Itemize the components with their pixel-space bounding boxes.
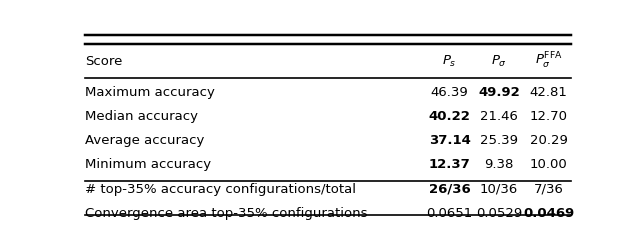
Text: $P_s$: $P_s$ xyxy=(442,54,457,69)
Text: 42.81: 42.81 xyxy=(530,86,568,99)
Text: 12.70: 12.70 xyxy=(530,110,568,123)
Text: 20.29: 20.29 xyxy=(530,134,568,147)
Text: 26/36: 26/36 xyxy=(429,183,470,196)
Text: 10/36: 10/36 xyxy=(480,183,518,196)
Text: 46.39: 46.39 xyxy=(431,86,468,99)
Text: $P_{\sigma}^{\mathrm{FFA}}$: $P_{\sigma}^{\mathrm{FFA}}$ xyxy=(535,51,563,71)
Text: Minimum accuracy: Minimum accuracy xyxy=(85,158,211,171)
Text: 10.00: 10.00 xyxy=(530,158,568,171)
Text: 21.46: 21.46 xyxy=(480,110,518,123)
Text: Median accuracy: Median accuracy xyxy=(85,110,198,123)
Text: 9.38: 9.38 xyxy=(484,158,514,171)
Text: 0.0651: 0.0651 xyxy=(426,207,473,219)
Text: 0.0469: 0.0469 xyxy=(523,207,574,219)
Text: Average accuracy: Average accuracy xyxy=(85,134,204,147)
Text: Score: Score xyxy=(85,55,122,68)
Text: Convergence area top-35% configurations: Convergence area top-35% configurations xyxy=(85,207,367,219)
Text: 25.39: 25.39 xyxy=(480,134,518,147)
Text: 37.14: 37.14 xyxy=(429,134,470,147)
Text: Maximum accuracy: Maximum accuracy xyxy=(85,86,215,99)
Text: 12.37: 12.37 xyxy=(429,158,470,171)
Text: 7/36: 7/36 xyxy=(534,183,564,196)
Text: $P_{\sigma}$: $P_{\sigma}$ xyxy=(491,54,507,69)
Text: 0.0529: 0.0529 xyxy=(476,207,522,219)
Text: # top-35% accuracy configurations/total: # top-35% accuracy configurations/total xyxy=(85,183,356,196)
Text: 40.22: 40.22 xyxy=(429,110,470,123)
Text: 49.92: 49.92 xyxy=(478,86,520,99)
